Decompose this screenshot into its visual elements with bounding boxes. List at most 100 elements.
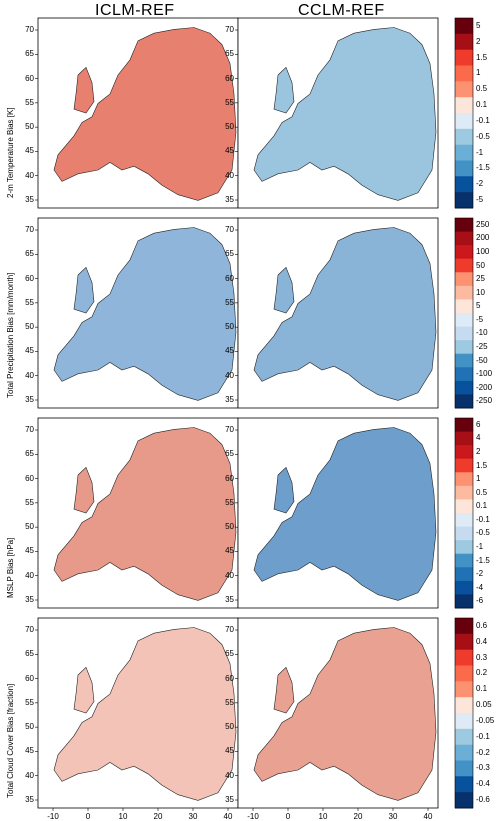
row-label: Total Precipitation Bias [mm/month]	[6, 272, 15, 398]
lat-tick-label: 60	[225, 73, 234, 83]
lat-tick-label: 55	[225, 297, 234, 307]
colorbar-segment	[455, 553, 473, 568]
colorbar-tick-label: 5	[476, 301, 481, 311]
lat-tick-label: 40	[25, 770, 34, 780]
colorbar-segment	[455, 697, 473, 714]
colorbar-segment	[455, 340, 473, 355]
colorbar-segment	[455, 285, 473, 300]
colorbar-tick-label: 0.5	[476, 487, 488, 497]
lon-tick-label: 30	[388, 812, 398, 821]
lat-tick-label: 65	[25, 249, 34, 259]
lat-tick-label: 55	[225, 697, 234, 707]
lon-tick-label: 40	[423, 812, 433, 821]
colorbar-tick-label: -1.5	[476, 555, 490, 565]
lat-tick-label: 50	[225, 322, 234, 332]
lat-tick-label: 45	[225, 146, 234, 156]
colorbar-segment	[455, 618, 473, 635]
lat-tick-label: 35	[225, 595, 234, 604]
colorbar-segment	[455, 760, 473, 777]
lat-tick-label: 65	[25, 449, 34, 459]
lat-tick-label: 65	[225, 49, 234, 59]
lat-tick-label: 35	[25, 195, 34, 204]
colorbar-segment	[455, 97, 473, 114]
colorbar-tick-label: 1.5	[476, 52, 488, 62]
colorbar-segment	[455, 326, 473, 341]
colorbar-segment	[455, 792, 473, 809]
colorbar-tick-label: -0.1	[476, 115, 490, 125]
colorbar-segment	[455, 744, 473, 761]
colorbar-tick-label: -0.1	[476, 514, 490, 524]
colorbar-segment	[455, 176, 473, 193]
lat-tick-label: 60	[225, 473, 234, 483]
colorbar-segment	[455, 218, 473, 233]
col-title-right: CCLM-REF	[298, 2, 385, 19]
colorbar-tick-label: -100	[476, 369, 493, 379]
colorbar-segment	[455, 776, 473, 793]
colorbar-tick-label: -1	[476, 541, 484, 551]
colorbar-tick-label: -0.4	[476, 779, 490, 789]
uk-land-left-3	[73, 466, 95, 514]
colorbar-tick-label: 25	[476, 274, 485, 284]
lat-tick-label: 50	[225, 722, 234, 732]
colorbar-tick-label: 50	[476, 260, 485, 270]
lat-tick-label: 50	[225, 522, 234, 532]
lat-tick-label: 40	[225, 570, 234, 580]
lat-tick-label: 65	[25, 49, 34, 59]
lat-tick-label: 35	[225, 195, 234, 204]
row-label: 2-m Temperature Bias [K]	[6, 107, 15, 198]
colorbar-segment	[455, 526, 473, 541]
colorbar-frame	[454, 417, 474, 609]
lat-tick-label: 55	[25, 297, 34, 307]
lat-tick-label: 70	[25, 425, 34, 434]
colorbar-segment	[455, 299, 473, 314]
colorbar-segment	[455, 272, 473, 287]
lat-tick-label: 40	[225, 770, 234, 780]
uk-land-right-1	[273, 66, 295, 114]
colorbar-frame	[454, 217, 474, 409]
lat-tick-label: 70	[25, 225, 34, 234]
colorbar-segment	[455, 458, 473, 473]
row-label: Total Cloud Cover Bias [fraction]	[6, 683, 15, 798]
colorbar-tick-label: 1.5	[476, 460, 488, 470]
colorbar-tick-label: 1	[476, 474, 481, 484]
europe-land-right-4	[253, 627, 437, 801]
lon-tick-label: 10	[318, 812, 328, 821]
colorbar-tick-label: 2	[476, 446, 481, 456]
colorbar-tick-label: 0.1	[476, 501, 488, 511]
lat-tick-label: 45	[25, 746, 34, 756]
colorbar-segment	[455, 144, 473, 161]
lat-tick-label: 35	[25, 395, 34, 404]
uk-land-right-2	[273, 266, 295, 314]
uk-land-left-1	[73, 66, 95, 114]
colorbar-tick-label: 200	[476, 233, 490, 243]
lat-tick-label: 70	[25, 25, 34, 34]
uk-land-left-4	[73, 666, 95, 714]
lat-tick-label: 65	[225, 649, 234, 659]
colorbar-segment	[455, 231, 473, 246]
colorbar-segment	[455, 113, 473, 130]
lat-tick-label: 50	[225, 122, 234, 132]
lat-tick-label: 60	[225, 273, 234, 283]
colorbar-tick-label: -10	[476, 328, 488, 338]
colorbar-segment	[455, 665, 473, 682]
col-title-left: ICLM-REF	[95, 2, 175, 19]
lon-tick-label: 40	[223, 812, 233, 821]
colorbar-tick-label: 2	[476, 36, 481, 46]
colorbar-tick-label: -200	[476, 382, 493, 392]
colorbar-tick-label: 0.1	[476, 684, 488, 694]
colorbar-tick-label: -0.6	[476, 795, 490, 805]
lat-tick-label: 40	[25, 570, 34, 580]
lat-tick-label: 55	[25, 497, 34, 507]
colorbar-segment	[455, 681, 473, 698]
lon-tick-label: 10	[118, 812, 128, 821]
colorbar-segment	[455, 594, 473, 609]
europe-land-right-3	[253, 427, 437, 601]
lat-tick-label: 50	[25, 322, 34, 332]
colorbar-segment	[455, 649, 473, 666]
lat-tick-label: 35	[225, 795, 234, 804]
colorbar-segment	[455, 258, 473, 273]
colorbar-segment	[455, 394, 473, 409]
lat-tick-label: 40	[225, 370, 234, 380]
lat-tick-label: 55	[225, 497, 234, 507]
colorbar-tick-label: 0.1	[476, 100, 488, 110]
